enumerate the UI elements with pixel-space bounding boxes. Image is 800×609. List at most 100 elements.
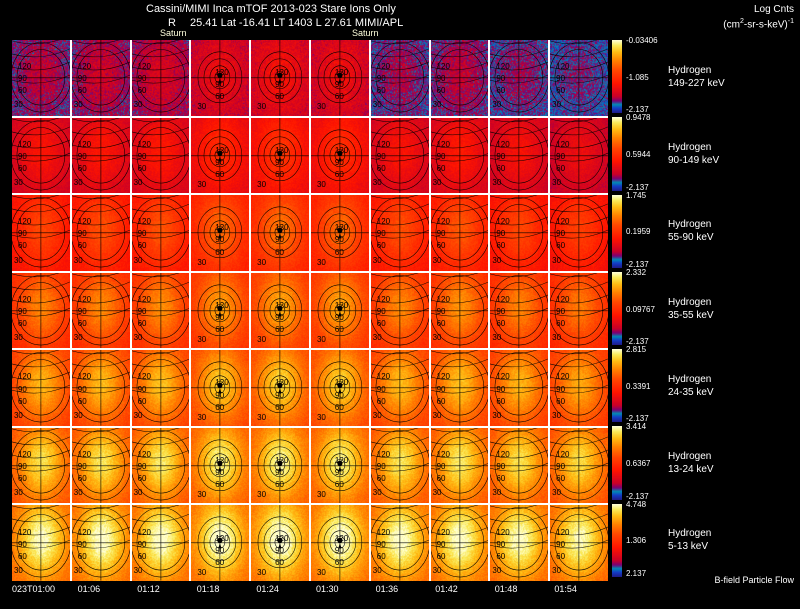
- contour-label: 60: [556, 551, 566, 561]
- contour-label: 120: [334, 300, 349, 310]
- contour-label: 120: [17, 294, 32, 304]
- heatmap-panel[interactable]: 120 90 60 30: [490, 117, 549, 194]
- contour-label: 30: [552, 255, 562, 265]
- contour-label: 90: [436, 462, 446, 472]
- heatmap-panel[interactable]: 120 90 60 30: [131, 350, 190, 426]
- heatmap-panel[interactable]: 120 90 60 30: [251, 272, 309, 349]
- heatmap-panel[interactable]: 120 90 60 30: [12, 40, 70, 116]
- heatmap-panel[interactable]: 120 90 60 30: [12, 350, 70, 426]
- contour-label: 60: [496, 396, 506, 406]
- contour-label: 90: [376, 151, 386, 161]
- channel-species-label: Hydrogen: [668, 451, 712, 463]
- contour-label: 60: [137, 551, 147, 561]
- heatmap-panel[interactable]: 120 90 60 30: [550, 505, 608, 581]
- heatmap-panel[interactable]: 120 90 60 30: [550, 350, 608, 426]
- contour-label: 90: [215, 390, 225, 400]
- heatmap-panel[interactable]: 120 90 60 30: [310, 505, 369, 581]
- heatmap-panel[interactable]: 120 90 60 30: [191, 427, 250, 504]
- heatmap-panel[interactable]: 120 90 60 30: [310, 350, 369, 426]
- heatmap-panel[interactable]: 120 90 60 30: [12, 117, 70, 194]
- heatmap-panel[interactable]: 120 90 60 30: [191, 117, 250, 194]
- heatmap-panel[interactable]: 120 90 60 30: [430, 427, 489, 504]
- contour-label: 120: [556, 217, 570, 227]
- heatmap-panel[interactable]: 120 90 60 30: [550, 40, 608, 116]
- heatmap-panel[interactable]: 120 90 60 30: [370, 505, 429, 581]
- contour-label: 60: [215, 169, 225, 179]
- heatmap-panel[interactable]: 120 90 60 30: [251, 195, 309, 271]
- contour-label: 90: [77, 384, 87, 394]
- contour-label: 90: [137, 539, 147, 549]
- heatmap-panel[interactable]: 120 90 60 30: [370, 350, 429, 426]
- heatmap-panel[interactable]: 120 90 60 30: [310, 272, 369, 349]
- heatmap-panel[interactable]: 120 90 60 30: [71, 350, 130, 426]
- heatmap-panel[interactable]: 120 90 60 30: [550, 272, 608, 349]
- heatmap-panel[interactable]: 120 90 60 30: [490, 505, 549, 581]
- contour-label: 60: [77, 86, 87, 96]
- heatmap-panel[interactable]: 120 90 60 30: [131, 195, 190, 271]
- contour-label: 120: [77, 294, 92, 304]
- contour-label: 60: [215, 247, 225, 257]
- heatmap-panel[interactable]: 120 90 60 30: [550, 427, 608, 504]
- heatmap-panel[interactable]: 120 90 60 30: [71, 195, 130, 271]
- heatmap-panel[interactable]: 120 90 60 30: [370, 427, 429, 504]
- heatmap-panel[interactable]: 120 90 60 30: [251, 117, 309, 194]
- heatmap-panel[interactable]: 120 90 60 30: [191, 350, 250, 426]
- heatmap-panel[interactable]: 120 90 60 30: [12, 195, 70, 271]
- heatmap-panel[interactable]: 120 90 60 30: [251, 505, 309, 581]
- contour-label: 120: [334, 378, 349, 388]
- contour-label: 90: [556, 384, 566, 394]
- heatmap-panel[interactable]: 120 90 60 30: [131, 40, 190, 116]
- heatmap-panel[interactable]: 120 90 60 30: [550, 117, 608, 194]
- heatmap-panel[interactable]: 120 90 60 30: [370, 40, 429, 116]
- heatmap-panel[interactable]: 120 90 60 30: [71, 272, 130, 349]
- contour-label: 120: [77, 527, 92, 537]
- heatmap-panel[interactable]: 120 90 60 30: [251, 40, 309, 116]
- heatmap-panel[interactable]: 120 90 60 30: [191, 40, 250, 116]
- heatmap-panel[interactable]: 120 90 60 30: [370, 195, 429, 271]
- heatmap-panel[interactable]: 120 90 60 30: [370, 272, 429, 349]
- heatmap-panel[interactable]: 120 90 60 30: [191, 272, 250, 349]
- heatmap-panel[interactable]: 120 90 60 30: [12, 272, 70, 349]
- heatmap-panel[interactable]: 120 90 60 30: [251, 427, 309, 504]
- heatmap-panel[interactable]: 120 90 60 30: [430, 195, 489, 271]
- colorbar-tick-label: 2.332: [626, 267, 647, 277]
- contour-label: 30: [133, 100, 143, 110]
- heatmap-panel[interactable]: 120 90 60 30: [131, 272, 190, 349]
- colorbar-tick-label: 4.748: [626, 499, 647, 509]
- heatmap-panel[interactable]: 120 90 60 30: [370, 117, 429, 194]
- heatmap-panel[interactable]: 120 90 60 30: [71, 117, 130, 194]
- heatmap-panel[interactable]: 120 90 60 30: [310, 427, 369, 504]
- heatmap-panel[interactable]: 120 90 60 30: [430, 40, 489, 116]
- heatmap-panel[interactable]: 120 90 60 30: [430, 350, 489, 426]
- contour-label: 60: [436, 241, 446, 251]
- colorbar-tick-label: -2.137: [626, 259, 649, 269]
- heatmap-panel[interactable]: 120 90 60 30: [251, 350, 309, 426]
- heatmap-panel[interactable]: 120 90 60 30: [191, 505, 250, 581]
- heatmap-panel[interactable]: 120 90 60 30: [430, 117, 489, 194]
- heatmap-panel[interactable]: 120 90 60 30: [490, 427, 549, 504]
- heatmap-panel[interactable]: 120 90 60 30: [430, 505, 489, 581]
- heatmap-panel[interactable]: 120 90 60 30: [71, 427, 130, 504]
- heatmap-panel[interactable]: 120 90 60 30: [490, 195, 549, 271]
- heatmap-panel[interactable]: 120 90 60 30: [430, 272, 489, 349]
- heatmap-panel[interactable]: 120 90 60 30: [310, 195, 369, 271]
- heatmap-panel[interactable]: 120 90 60 30: [71, 505, 130, 581]
- heatmap-panel[interactable]: 120 90 60 30: [191, 195, 250, 271]
- heatmap-panel[interactable]: 120 90 60 30: [310, 40, 369, 116]
- heatmap-panel[interactable]: 120 90 60 30: [131, 427, 190, 504]
- contour-label: 60: [215, 557, 225, 567]
- heatmap-panel[interactable]: 120 90 60 30: [12, 505, 70, 581]
- heatmap-panel[interactable]: 120 90 60 30: [490, 40, 549, 116]
- contour-label: 120: [17, 217, 32, 227]
- heatmap-panel[interactable]: 120 90 60 30: [490, 350, 549, 426]
- colorbar-tick-label: 2.815: [626, 345, 647, 355]
- heatmap-panel[interactable]: 120 90 60 30: [131, 505, 190, 581]
- heatmap-panel[interactable]: 120 90 60 30: [71, 40, 130, 116]
- colorbar-column: -0.03406 -1.085 -2.137 Hydrogen 149-227 keV 0…: [612, 36, 725, 581]
- heatmap-panel[interactable]: 120 90 60 30: [550, 195, 608, 271]
- contour-label: 120: [215, 378, 229, 388]
- heatmap-panel[interactable]: 120 90 60 30: [12, 427, 70, 504]
- heatmap-panel[interactable]: 120 90 60 30: [131, 117, 190, 194]
- heatmap-panel[interactable]: 120 90 60 30: [490, 272, 549, 349]
- heatmap-panel[interactable]: 120 90 60 30: [310, 117, 369, 194]
